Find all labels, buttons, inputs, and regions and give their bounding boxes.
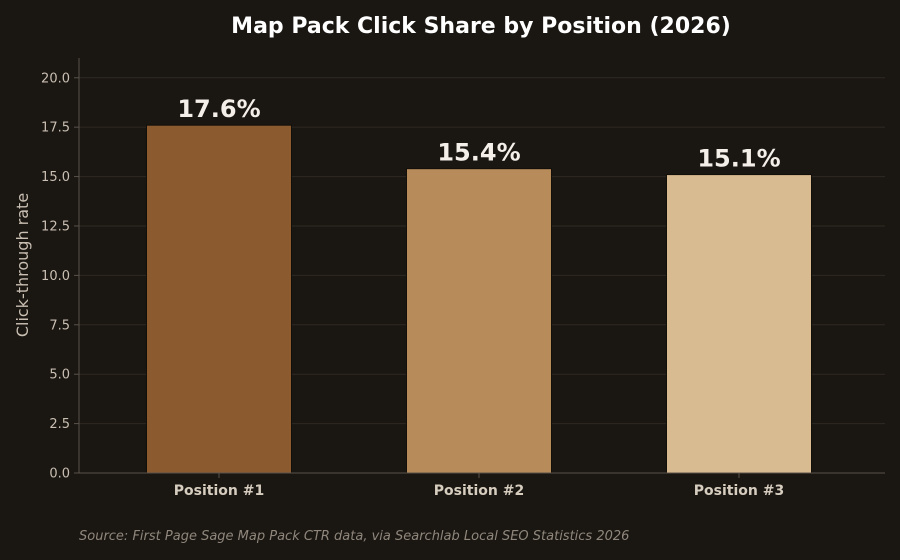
- y-tick-label: 5.0: [49, 368, 70, 383]
- bars: [146, 124, 812, 474]
- x-tick-label: Position #1: [174, 483, 264, 499]
- y-tick-label: 0.0: [49, 467, 70, 482]
- bar: [146, 124, 292, 474]
- y-tick-label: 20.0: [41, 71, 70, 86]
- y-tick-label: 2.5: [49, 417, 70, 432]
- bar: [406, 168, 552, 474]
- y-axis-label: Click-through rate: [13, 193, 32, 337]
- x-axis-ticks: Position #1 Position #2 Position #3: [174, 473, 784, 499]
- y-tick-label: 17.5: [41, 121, 70, 136]
- x-tick-label: Position #2: [434, 483, 524, 499]
- y-axis-ticks: 0.0 2.5 5.0 7.5 10.0 12.5 15.0 17.5 20.0: [41, 71, 79, 482]
- bar: [666, 174, 812, 474]
- axes: [78, 58, 885, 474]
- data-label: 15.1%: [697, 145, 780, 173]
- data-label: 15.4%: [437, 139, 520, 167]
- x-tick-label: Position #3: [694, 483, 784, 499]
- y-tick-label: 10.0: [41, 269, 70, 284]
- chart-title: Map Pack Click Share by Position (2026): [231, 14, 731, 39]
- source-note: Source: First Page Sage Map Pack CTR dat…: [79, 529, 629, 544]
- data-label: 17.6%: [177, 95, 260, 123]
- y-tick-label: 15.0: [41, 170, 70, 185]
- y-tick-label: 12.5: [41, 219, 70, 234]
- data-labels: 17.6% 15.4% 15.1%: [177, 95, 780, 172]
- y-tick-label: 7.5: [49, 318, 70, 333]
